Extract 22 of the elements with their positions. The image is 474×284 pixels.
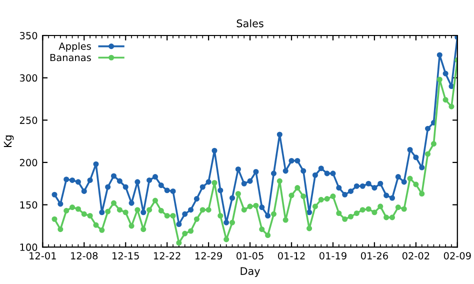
x-tick-label: 12-08	[71, 252, 98, 260]
x-tick-label: 12-15	[112, 252, 139, 260]
y-tick-label: 200	[20, 158, 38, 166]
y-tick-label: 250	[20, 116, 38, 124]
x-tick-label: 12-01	[30, 252, 56, 260]
y-tick-label: 150	[20, 201, 38, 209]
y-axis-title: Kg	[4, 136, 14, 147]
chart-title: Sales	[236, 19, 264, 28]
y-tick-label: 300	[20, 74, 38, 82]
legend-label: Bananas	[50, 54, 91, 62]
x-tick-label: 01-05	[236, 252, 264, 260]
x-tick-label: 12-29	[196, 252, 222, 260]
x-tick-label: 01-12	[278, 252, 305, 260]
y-tick-label: 350	[20, 32, 38, 40]
legend-label: Apples	[58, 42, 91, 52]
x-axis-title: Day	[240, 267, 260, 277]
x-tick-label: 02-09	[444, 252, 471, 260]
x-tick-label: 01-19	[320, 252, 346, 260]
x-tick-label: 12-22	[154, 252, 180, 260]
y-tick-label: 100	[20, 244, 38, 251]
x-tick-label: 02-02	[402, 252, 430, 260]
x-tick-label: 01-26	[360, 252, 388, 260]
